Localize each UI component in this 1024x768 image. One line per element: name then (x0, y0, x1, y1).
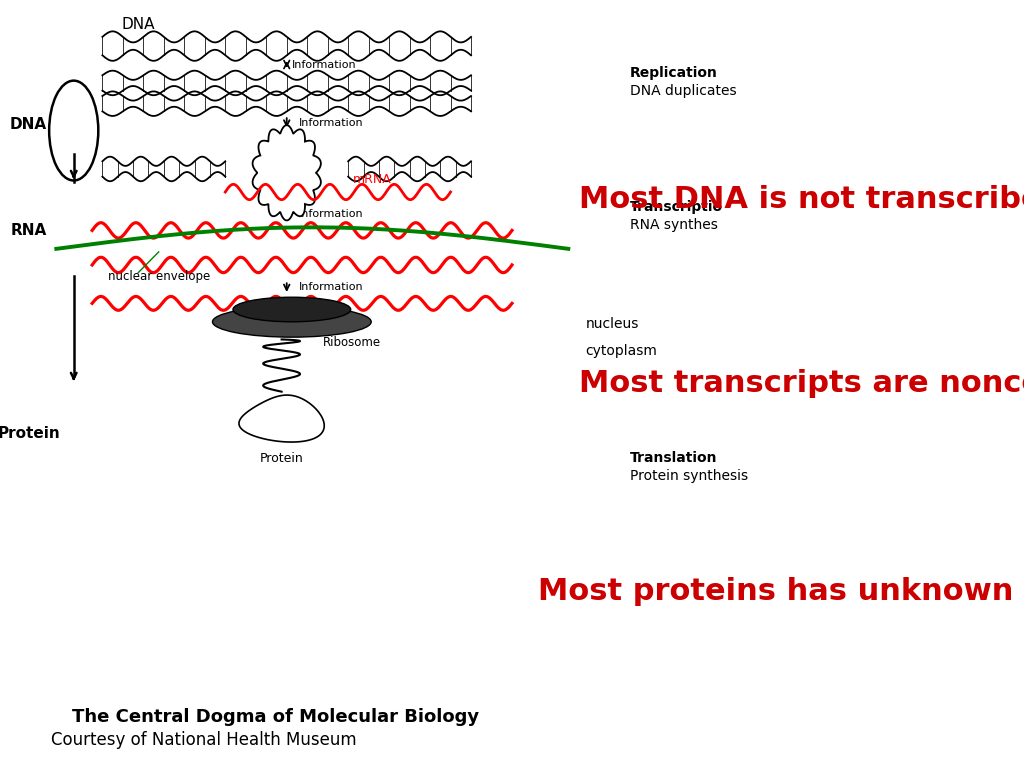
Text: Courtesy of National Health Museum: Courtesy of National Health Museum (51, 731, 356, 749)
Text: RNA: RNA (10, 223, 47, 238)
Text: Information: Information (299, 282, 364, 293)
Polygon shape (253, 125, 321, 220)
Text: Most transcripts are noncoding: Most transcripts are noncoding (579, 369, 1024, 399)
Text: The Central Dogma of Molecular Biology: The Central Dogma of Molecular Biology (72, 708, 479, 726)
Text: mRNA: mRNA (353, 173, 392, 186)
Text: DNA: DNA (122, 17, 155, 32)
Text: nuclear envelope: nuclear envelope (108, 270, 210, 283)
Polygon shape (239, 395, 325, 442)
Text: Information: Information (299, 118, 364, 128)
Text: Most proteins has unknown functions: Most proteins has unknown functions (538, 577, 1024, 606)
Text: Protein: Protein (260, 452, 303, 465)
Text: Information: Information (299, 209, 364, 220)
Text: Most DNA is not transcribed: Most DNA is not transcribed (579, 185, 1024, 214)
Ellipse shape (232, 297, 350, 322)
Text: Transcriptio: Transcriptio (630, 200, 723, 214)
Text: Information: Information (292, 59, 356, 70)
Text: RNA synthes: RNA synthes (630, 218, 718, 232)
Ellipse shape (212, 306, 371, 337)
Text: Replication: Replication (630, 66, 718, 80)
Text: Protein synthesis: Protein synthesis (630, 469, 748, 483)
Text: Protein: Protein (0, 426, 60, 442)
Text: Translation: Translation (630, 452, 717, 465)
Text: DNA duplicates: DNA duplicates (630, 84, 736, 98)
Text: cytoplasm: cytoplasm (586, 344, 657, 358)
Text: Ribosome: Ribosome (323, 336, 381, 349)
Text: nucleus: nucleus (586, 317, 639, 331)
Text: DNA: DNA (10, 117, 47, 132)
